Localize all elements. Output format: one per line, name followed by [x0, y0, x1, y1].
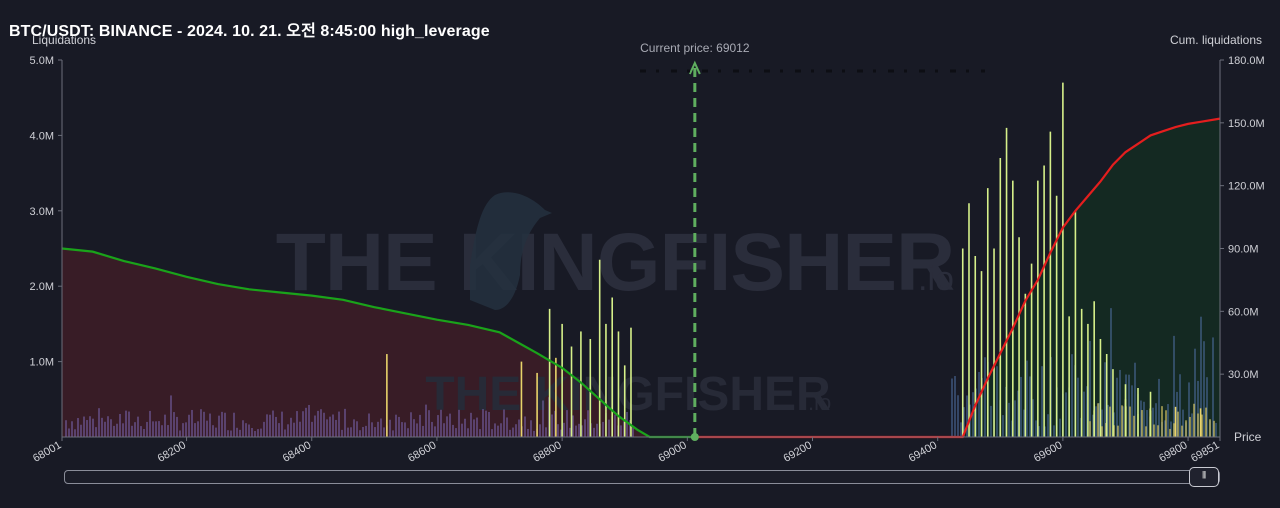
y2-tick-label: 150.0M	[1228, 118, 1265, 130]
watermark-suffix: .io	[918, 260, 954, 298]
x-tick-label: 69851	[1189, 439, 1221, 465]
arrow-up-icon	[688, 60, 701, 75]
y2-tick-label: 120.0M	[1228, 181, 1265, 193]
kingfisher-bird-logo	[470, 192, 552, 310]
range-scrollbar[interactable]: |||	[64, 467, 1220, 487]
x-tick-label: 69800	[1157, 439, 1189, 465]
y-axis-ticks: 1.0M 2.0M 3.0M 4.0M 5.0M	[30, 55, 62, 369]
watermark: THE KINGFISHER .io THE KINGFISHER .io	[276, 192, 955, 421]
y-tick-label: 5.0M	[30, 55, 54, 67]
scrollbar-handle[interactable]: |||	[1189, 467, 1219, 487]
chart-title: BTC/USDT: BINANCE - 2024. 10. 21. 오전 8:4…	[9, 23, 490, 40]
y2-axis-ticks: 30.0M 60.0M 90.0M 120.0M 150.0M 180.0M	[1220, 55, 1265, 381]
x-tick-label: 68400	[281, 439, 313, 465]
y-tick-label: 2.0M	[30, 281, 54, 293]
right-axis-title: Cum. liquidations	[1169, 33, 1262, 47]
x-tick-label: 68800	[531, 439, 563, 465]
watermark-text: THE KINGFISHER	[276, 217, 954, 308]
y-tick-label: 3.0M	[30, 206, 54, 218]
current-price-dot	[690, 433, 699, 441]
current-price-marker: Current price: 69012	[640, 41, 985, 441]
y2-tick-label: 30.0M	[1228, 369, 1259, 381]
x-tick-label: 68001	[31, 439, 63, 465]
x-tick-label: 69600	[1032, 439, 1064, 465]
x-tick-label: 69200	[782, 439, 814, 465]
y2-tick-label: 90.0M	[1228, 244, 1259, 256]
current-price-label: Current price: 69012	[640, 41, 750, 55]
cumulative-lines	[61, 117, 1221, 439]
x-tick-label: 68200	[156, 439, 188, 465]
left-axis-title: Liquidations	[32, 33, 97, 47]
long-cum-line	[61, 247, 695, 439]
x-axis-ticks: 68001 68200 68400 68600 68800 69000 69200 69400…	[31, 437, 1222, 465]
watermark-suffix-small: .io	[808, 390, 831, 415]
y2-tick-label: 180.0M	[1228, 55, 1265, 67]
y-tick-label: 1.0M	[30, 357, 54, 369]
x-tick-label: 69400	[907, 439, 939, 465]
watermark-text-small: THE KINGFISHER	[425, 368, 830, 421]
price-axis-label: Price	[1234, 430, 1262, 444]
y2-tick-label: 60.0M	[1228, 306, 1259, 318]
x-tick-label: 69000	[656, 439, 688, 465]
short-cum-line	[694, 117, 1221, 439]
x-tick-label: 68600	[406, 439, 438, 465]
grip-icon: |||	[1202, 470, 1206, 479]
y-tick-label: 4.0M	[30, 130, 54, 142]
